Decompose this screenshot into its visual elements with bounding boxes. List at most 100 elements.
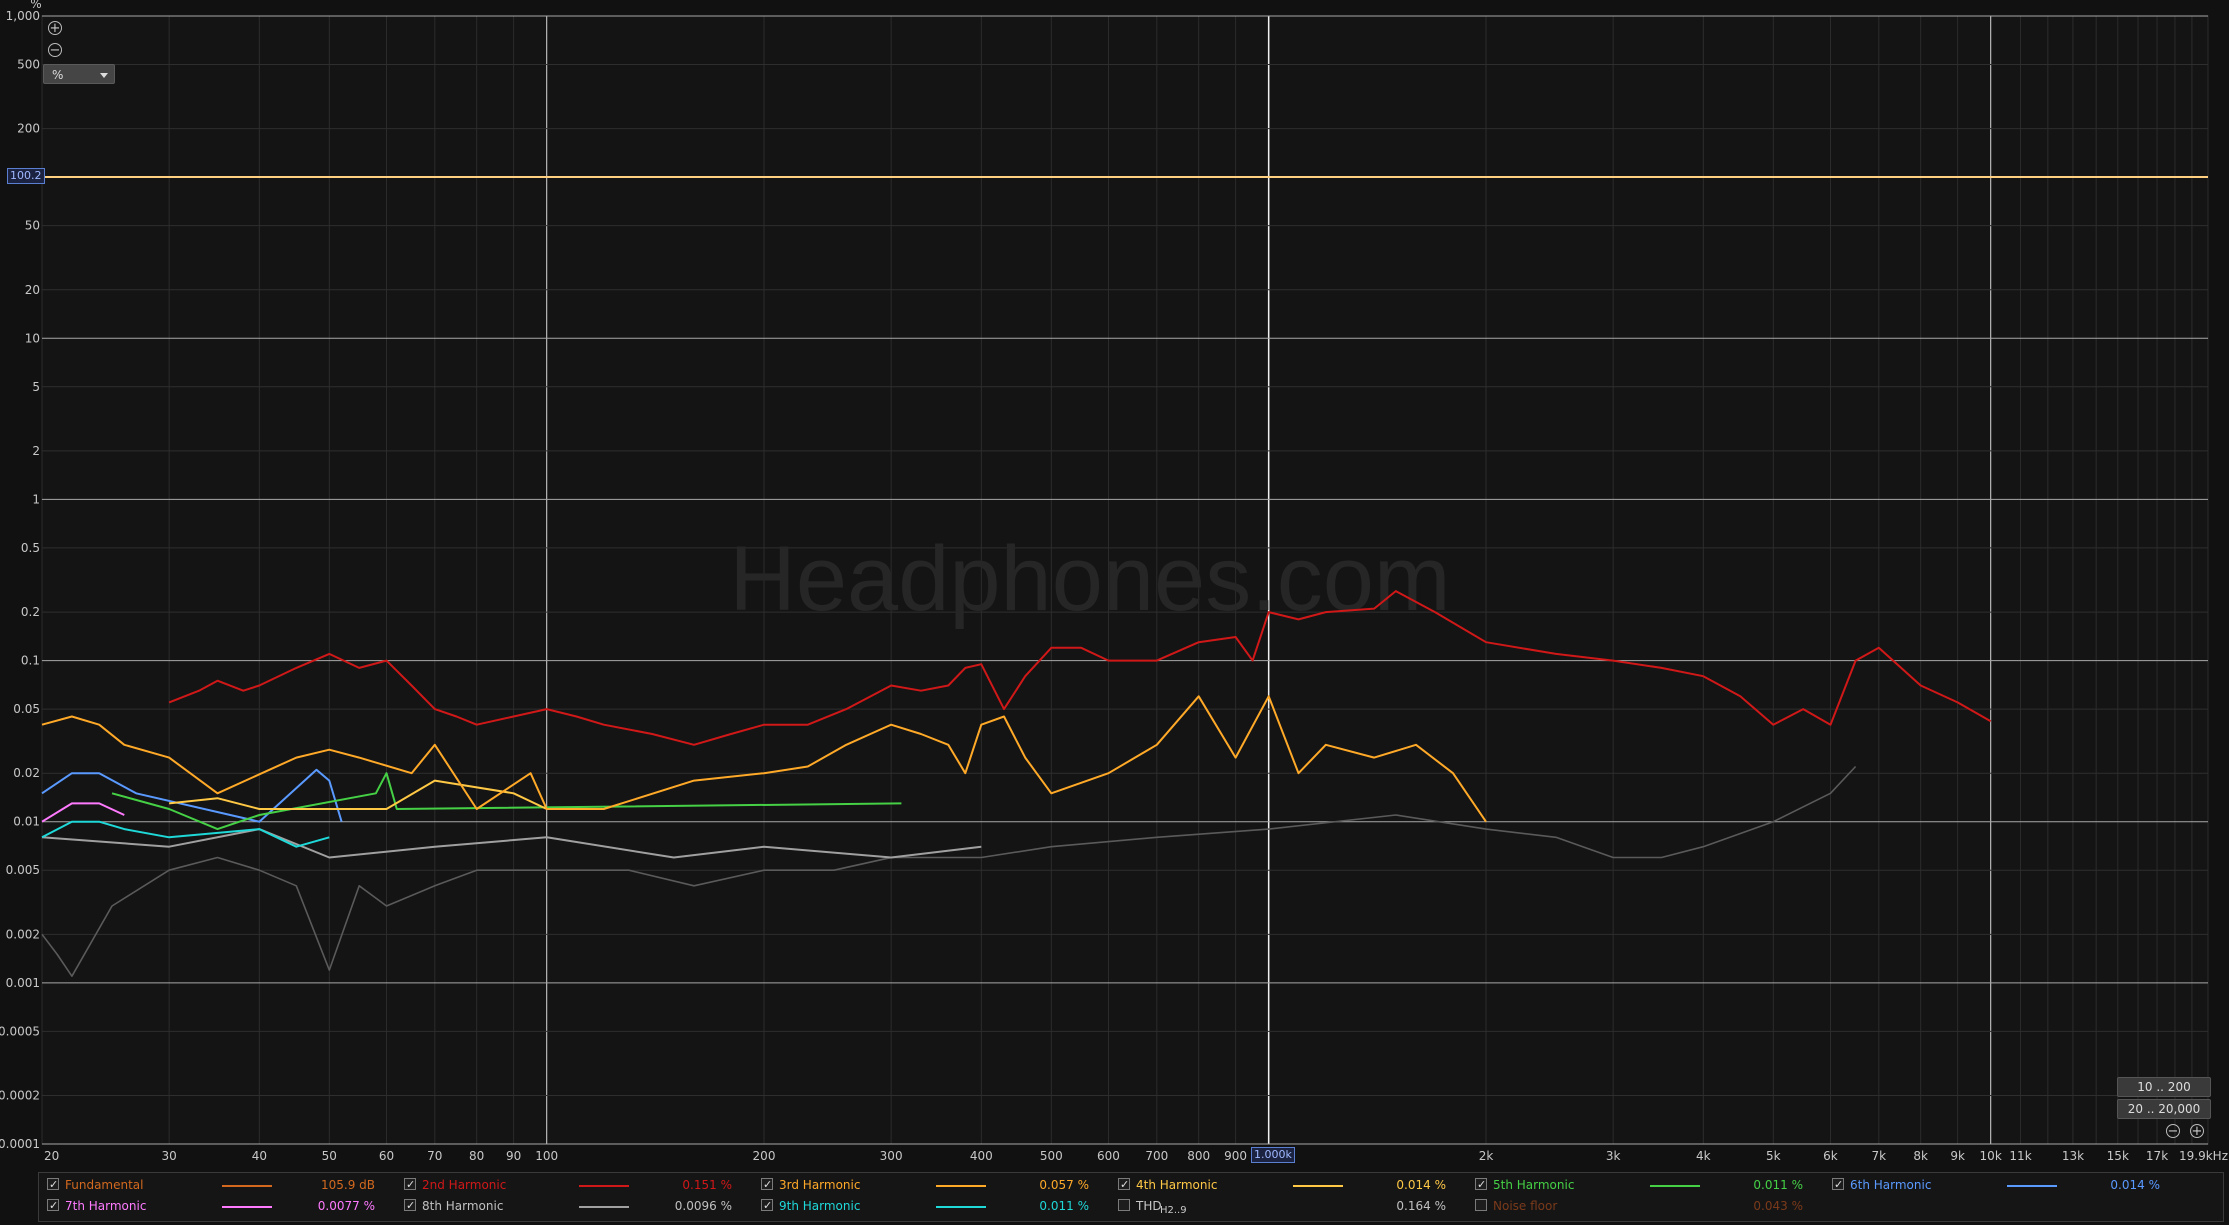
legend-checkbox[interactable] bbox=[1475, 1175, 1487, 1195]
x-tick-label: 7k bbox=[1872, 1149, 1887, 1163]
legend-label: 9th Harmonic bbox=[779, 1199, 861, 1213]
x-tick-label: 50 bbox=[322, 1149, 337, 1163]
y-tick-label: 20 bbox=[25, 283, 40, 297]
legend-item[interactable]: 3rd Harmonic 0.057 % bbox=[761, 1175, 1101, 1195]
x-cursor-marker[interactable]: 1.000k bbox=[1251, 1147, 1295, 1163]
legend-label: 2nd Harmonic bbox=[422, 1178, 507, 1192]
x-tick-label: 17k bbox=[2146, 1149, 2168, 1163]
legend-swatch bbox=[936, 1206, 986, 1208]
x-tick-label: 3k bbox=[1606, 1149, 1621, 1163]
legend-swatch bbox=[579, 1185, 629, 1187]
legend-item[interactable]: 8th Harmonic 0.0096 % bbox=[404, 1196, 744, 1216]
legend-item[interactable]: THD H2..9 0.164 % bbox=[1118, 1196, 1458, 1216]
zoom-out-x-icon[interactable]: − bbox=[2166, 1124, 2180, 1139]
legend-label: 5th Harmonic bbox=[1493, 1178, 1575, 1192]
x-tick-label: 900 bbox=[1224, 1149, 1247, 1163]
y-tick-label: 10 bbox=[25, 331, 40, 345]
x-tick-label: 9k bbox=[1950, 1149, 1965, 1163]
legend-checkbox[interactable] bbox=[761, 1175, 773, 1195]
watermark: Headphones.com bbox=[729, 528, 1450, 630]
legend-label: 7th Harmonic bbox=[65, 1199, 147, 1213]
y-tick-label: 1,000 bbox=[6, 9, 40, 23]
range-10-200-button[interactable]: 10 .. 200 bbox=[2117, 1077, 2211, 1097]
zoom-out-y-icon[interactable]: − bbox=[48, 43, 62, 58]
legend-swatch bbox=[1650, 1185, 1700, 1187]
x-tick-label: 30 bbox=[161, 1149, 176, 1163]
legend-item[interactable]: 9th Harmonic 0.011 % bbox=[761, 1196, 1101, 1216]
legend-checkbox[interactable] bbox=[761, 1196, 773, 1216]
legend-checkbox[interactable] bbox=[1832, 1175, 1844, 1195]
legend-value: 0.014 % bbox=[2110, 1178, 2160, 1192]
x-tick-label: 10k bbox=[1980, 1149, 2002, 1163]
zoom-in-y-icon[interactable]: + bbox=[48, 21, 62, 36]
legend-checkbox[interactable] bbox=[47, 1175, 59, 1195]
x-tick-label: 100 bbox=[535, 1149, 558, 1163]
x-tick-label: 500 bbox=[1040, 1149, 1063, 1163]
legend-value: 0.057 % bbox=[1039, 1178, 1089, 1192]
y-tick-label: 0.0002 bbox=[0, 1088, 40, 1102]
legend-item[interactable]: 6th Harmonic 0.014 % bbox=[1832, 1175, 2172, 1195]
legend-checkbox[interactable] bbox=[1118, 1199, 1130, 1211]
x-tick-label: 70 bbox=[427, 1149, 442, 1163]
legend-swatch bbox=[579, 1206, 629, 1208]
legend-item[interactable]: 4th Harmonic 0.014 % bbox=[1118, 1175, 1458, 1195]
series-line bbox=[41, 802, 125, 823]
legend-panel: Fundamental 105.9 dB 2nd Harmonic 0.151 % 3r… bbox=[38, 1172, 2224, 1222]
series-line bbox=[41, 765, 1857, 977]
y-tick-label: 5 bbox=[32, 380, 40, 394]
y-tick-label: 0.05 bbox=[13, 702, 40, 716]
x-tick-label: 600 bbox=[1097, 1149, 1120, 1163]
range-20-20000-button[interactable]: 20 .. 20,000 bbox=[2117, 1099, 2211, 1119]
legend-value: 0.043 % bbox=[1753, 1199, 1803, 1213]
legend-value: 0.014 % bbox=[1396, 1178, 1446, 1192]
y-tick-label: 0.005 bbox=[6, 863, 40, 877]
legend-item[interactable]: 5th Harmonic 0.011 % bbox=[1475, 1175, 1815, 1195]
legend-item[interactable]: 7th Harmonic 0.0077 % bbox=[47, 1196, 387, 1216]
legend-checkbox[interactable] bbox=[47, 1196, 59, 1216]
x-tick-label: 300 bbox=[880, 1149, 903, 1163]
y-tick-label: 0.02 bbox=[13, 766, 40, 780]
x-tick-label: 13k bbox=[2062, 1149, 2084, 1163]
x-tick-label: 6k bbox=[1823, 1149, 1838, 1163]
y-tick-label: 0.2 bbox=[21, 605, 40, 619]
legend-value: 105.9 dB bbox=[320, 1178, 375, 1192]
legend-item[interactable]: 2nd Harmonic 0.151 % bbox=[404, 1175, 744, 1195]
x-tick-label: 19.9kHz bbox=[2179, 1149, 2228, 1163]
x-tick-label: 8k bbox=[1913, 1149, 1928, 1163]
y-tick-label: 0.01 bbox=[13, 815, 40, 829]
legend-item[interactable]: Noise floor 0.043 % bbox=[1475, 1196, 1815, 1216]
legend-swatch bbox=[936, 1185, 986, 1187]
legend-value: 0.0077 % bbox=[317, 1199, 375, 1213]
legend-checkbox[interactable] bbox=[404, 1175, 416, 1195]
y-tick-label: 0.1 bbox=[21, 654, 40, 668]
x-tick-label: 400 bbox=[970, 1149, 993, 1163]
legend-checkbox[interactable] bbox=[404, 1196, 416, 1216]
distortion-chart[interactable]: Headphones.com 1,000 500 200 50 20 10 5 2 1 0.5 0.… bbox=[0, 0, 2229, 1170]
y-tick-label: 200 bbox=[17, 122, 40, 136]
zoom-in-x-icon[interactable]: + bbox=[2190, 1124, 2204, 1139]
legend-checkbox[interactable] bbox=[1475, 1199, 1487, 1211]
y-unit-label: % bbox=[30, 0, 41, 11]
series-line bbox=[41, 768, 343, 823]
x-tick-label: 15k bbox=[2107, 1149, 2129, 1163]
x-tick-label: 5k bbox=[1766, 1149, 1781, 1163]
y-tick-label: 0.002 bbox=[6, 927, 40, 941]
y-tick-label: 0.5 bbox=[21, 541, 40, 555]
x-tick-label: 60 bbox=[379, 1149, 394, 1163]
legend-swatch bbox=[222, 1185, 272, 1187]
x-tick-label: 4k bbox=[1696, 1149, 1711, 1163]
legend-swatch bbox=[222, 1206, 272, 1208]
legend-value: 0.164 % bbox=[1396, 1199, 1446, 1213]
x-tick-label: 800 bbox=[1187, 1149, 1210, 1163]
legend-item[interactable]: Fundamental 105.9 dB bbox=[47, 1175, 387, 1195]
legend-label: Fundamental bbox=[65, 1178, 144, 1192]
legend-label: 3rd Harmonic bbox=[779, 1178, 861, 1192]
legend-label: 8th Harmonic bbox=[422, 1199, 504, 1213]
unit-select-value: % bbox=[52, 68, 64, 82]
legend-checkbox[interactable] bbox=[1118, 1175, 1130, 1195]
legend-value: 0.011 % bbox=[1039, 1199, 1089, 1213]
y-cursor-marker[interactable]: 100.2 bbox=[7, 168, 45, 184]
unit-select[interactable]: % bbox=[43, 64, 115, 84]
plot-area bbox=[41, 15, 2209, 1145]
x-tick-label: 700 bbox=[1145, 1149, 1168, 1163]
